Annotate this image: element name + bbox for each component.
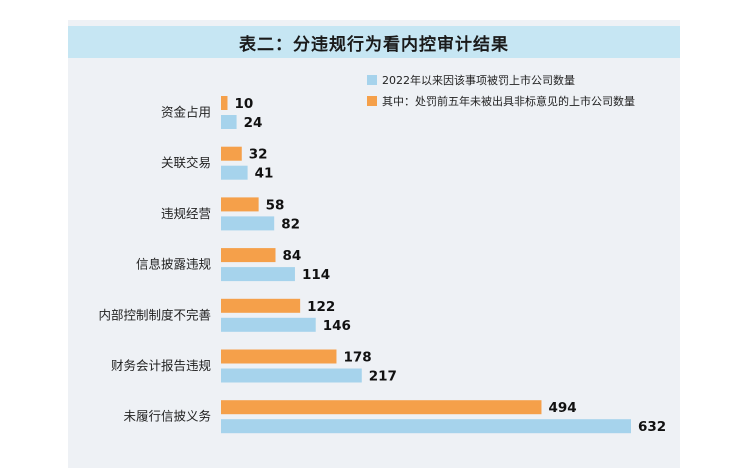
bar-orange xyxy=(221,96,228,110)
bar-blue xyxy=(221,115,237,129)
legend-swatch xyxy=(367,96,377,106)
category-label: 关联交易 xyxy=(161,155,211,170)
bar-orange xyxy=(221,248,276,263)
value-label: 24 xyxy=(244,115,263,131)
category-label: 信息披露违规 xyxy=(136,257,211,272)
legend-entry: 其中：处罚前五年未被出具非标意见的上市公司数量 xyxy=(382,94,635,108)
value-label: 114 xyxy=(302,267,330,283)
value-label: 122 xyxy=(307,299,335,315)
bar-blue xyxy=(221,368,362,383)
value-label: 41 xyxy=(255,166,274,182)
value-label: 217 xyxy=(369,369,397,385)
bar-blue xyxy=(221,267,295,282)
value-label: 58 xyxy=(266,197,285,213)
bar-orange xyxy=(221,197,259,212)
value-label: 10 xyxy=(234,96,253,112)
category-label: 未履行信披义务 xyxy=(123,409,211,424)
legend-entry: 2022年以来因该事项被罚上市公司数量 xyxy=(382,73,575,87)
value-label: 32 xyxy=(249,147,268,163)
bar-blue xyxy=(221,165,248,180)
category-label: 资金占用 xyxy=(161,105,211,120)
value-label: 494 xyxy=(548,400,576,416)
value-label: 84 xyxy=(282,248,301,264)
chart-panel xyxy=(68,20,680,468)
bar-blue xyxy=(221,419,631,434)
chart-title: 表二：分违规行为看内控审计结果 xyxy=(239,34,509,55)
bar-orange xyxy=(221,400,542,415)
value-label: 146 xyxy=(323,318,351,334)
bar-blue xyxy=(221,317,316,332)
value-label: 82 xyxy=(281,216,300,232)
legend-swatch xyxy=(367,75,377,85)
category-label: 财务会计报告违规 xyxy=(111,358,211,373)
bar-blue xyxy=(221,216,275,231)
bar-orange xyxy=(221,146,242,161)
category-label: 内部控制制度不完善 xyxy=(98,307,211,322)
chart-title-bar: 表二：分违规行为看内控审计结果 xyxy=(68,26,680,58)
legend: 2022年以来因该事项被罚上市公司数量其中：处罚前五年未被出具非标意见的上市公司… xyxy=(367,73,635,108)
value-label: 178 xyxy=(343,350,371,366)
bar-orange xyxy=(221,349,337,364)
category-label: 违规经营 xyxy=(161,206,211,221)
bar-orange xyxy=(221,298,301,313)
value-label: 632 xyxy=(638,419,666,435)
